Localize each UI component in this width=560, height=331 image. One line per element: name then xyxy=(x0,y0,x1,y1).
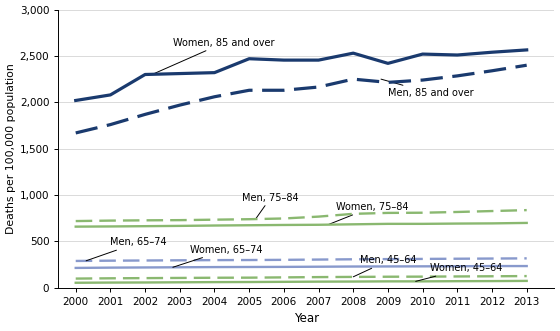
Text: Women, 65–74: Women, 65–74 xyxy=(173,245,263,267)
Text: Women, 45–64: Women, 45–64 xyxy=(416,263,502,281)
X-axis label: Year: Year xyxy=(294,312,319,325)
Text: Men, 75–84: Men, 75–84 xyxy=(242,193,299,218)
Y-axis label: Deaths per 100,000 population: Deaths per 100,000 population xyxy=(6,63,16,234)
Text: Men, 45–64: Men, 45–64 xyxy=(353,256,417,277)
Text: Women, 75–84: Women, 75–84 xyxy=(329,202,408,224)
Text: Men, 85 and over: Men, 85 and over xyxy=(381,79,474,98)
Text: Men, 65–74: Men, 65–74 xyxy=(86,237,167,261)
Text: Women, 85 and over: Women, 85 and over xyxy=(152,38,274,74)
